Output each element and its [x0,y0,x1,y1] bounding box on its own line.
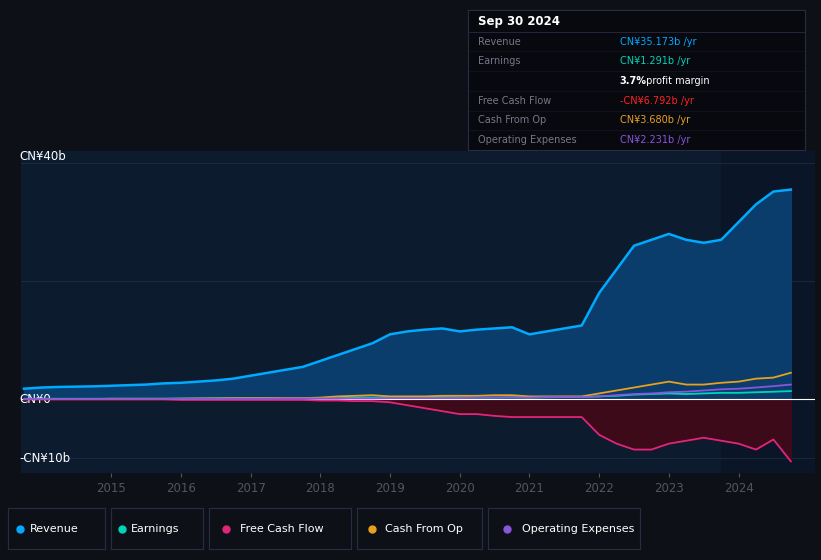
Text: Revenue: Revenue [478,36,521,46]
Bar [721,151,815,473]
Text: -CN¥6.792b /yr: -CN¥6.792b /yr [620,96,694,106]
Text: Revenue: Revenue [30,524,78,534]
Text: CN¥1.291b /yr: CN¥1.291b /yr [620,56,690,66]
Text: Free Cash Flow: Free Cash Flow [478,96,552,106]
Text: 3.7%: 3.7% [620,76,647,86]
Text: Cash From Op: Cash From Op [384,524,462,534]
Text: CN¥40b: CN¥40b [19,150,66,163]
Text: CN¥2.231b /yr: CN¥2.231b /yr [620,135,690,145]
Text: Earnings: Earnings [478,56,521,66]
Text: Operating Expenses: Operating Expenses [522,524,635,534]
Text: profit margin: profit margin [643,76,710,86]
Text: Sep 30 2024: Sep 30 2024 [478,15,560,27]
Text: -CN¥10b: -CN¥10b [19,452,70,465]
Text: CN¥0: CN¥0 [19,393,51,406]
Text: CN¥35.173b /yr: CN¥35.173b /yr [620,36,696,46]
Text: Free Cash Flow: Free Cash Flow [241,524,324,534]
Text: CN¥3.680b /yr: CN¥3.680b /yr [620,115,690,125]
Text: Operating Expenses: Operating Expenses [478,135,576,145]
Text: Cash From Op: Cash From Op [478,115,546,125]
Text: Earnings: Earnings [131,524,180,534]
